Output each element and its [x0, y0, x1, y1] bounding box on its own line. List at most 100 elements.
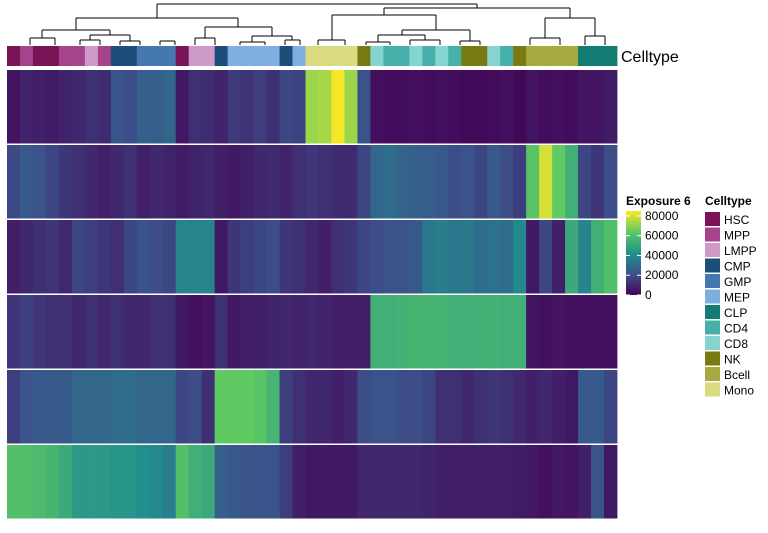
heatmap-cell	[175, 145, 190, 219]
heatmap-cell	[279, 70, 293, 144]
heatmap-cell	[7, 70, 21, 144]
annotation-cell	[578, 46, 592, 66]
heatmap-cell	[513, 220, 527, 294]
heatmap-cell	[539, 220, 553, 294]
celltype-annotation-bar	[7, 46, 618, 66]
heatmap-cell	[396, 445, 410, 519]
heatmap-cell	[292, 70, 306, 144]
heatmap-cell	[422, 295, 436, 369]
heatmap-cell	[552, 145, 566, 219]
heatmap-cell	[123, 445, 138, 519]
heatmap-cell	[422, 445, 436, 519]
heatmap-cell	[318, 220, 332, 294]
heatmap-cell	[162, 295, 177, 369]
heatmap-cell	[305, 370, 319, 444]
heatmap-cell	[422, 145, 436, 219]
heatmap-cell	[383, 370, 397, 444]
heatmap-cell	[474, 295, 488, 369]
heatmap-cell	[604, 370, 618, 444]
heatmap-cell	[266, 220, 280, 294]
heatmap-cell	[526, 295, 540, 369]
heatmap-cell	[500, 445, 514, 519]
heatmap-cell	[565, 445, 579, 519]
heatmap-cell	[175, 220, 190, 294]
heatmap-cell	[71, 220, 86, 294]
heatmap-cell	[188, 295, 203, 369]
heatmap-cell	[123, 370, 138, 444]
heatmap-cell	[162, 145, 177, 219]
heatmap-cell	[253, 445, 267, 519]
heatmap-cell	[58, 70, 73, 144]
heatmap-cell	[175, 70, 190, 144]
heatmap-cell	[500, 70, 514, 144]
heatmap-cell	[97, 370, 112, 444]
heatmap-cell	[253, 370, 267, 444]
heatmap-cell	[591, 145, 605, 219]
annotation-cell	[370, 46, 384, 66]
celltype-legend-swatch	[705, 320, 720, 335]
celltype-legend-label: LMPP	[724, 244, 757, 258]
annotation-cell	[383, 46, 397, 66]
heatmap-cell	[331, 295, 345, 369]
heatmap-cell	[435, 295, 449, 369]
annotation-cell	[162, 46, 177, 66]
color-scale-tick-label: 0	[645, 288, 652, 302]
heatmap-cell	[292, 295, 306, 369]
heatmap-cell	[474, 445, 488, 519]
heatmap-cell	[526, 445, 540, 519]
annotation-cell	[318, 46, 332, 66]
heatmap-cell	[214, 145, 229, 219]
heatmap-cell	[383, 220, 397, 294]
celltype-legend-label: Mono	[724, 384, 754, 398]
heatmap-cell	[136, 370, 151, 444]
heatmap-cell	[123, 220, 138, 294]
heatmap-cell	[19, 70, 34, 144]
heatmap-cell	[240, 220, 254, 294]
annotation-cell	[422, 46, 436, 66]
annotation-cell	[461, 46, 475, 66]
heatmap-cell	[539, 370, 553, 444]
celltype-legend-label: MEP	[724, 291, 750, 305]
heatmap-cell	[240, 295, 254, 369]
heatmap-cell	[305, 220, 319, 294]
heatmap-cell	[214, 445, 229, 519]
heatmap-cell	[201, 445, 216, 519]
heatmap-cell	[149, 145, 164, 219]
heatmap-cell	[136, 445, 151, 519]
heatmap-cell	[461, 70, 475, 144]
heatmap-cell	[110, 445, 125, 519]
heatmap-cell	[526, 220, 540, 294]
heatmap-cell	[487, 370, 501, 444]
annotation-cell	[45, 46, 60, 66]
heatmap-cell	[370, 295, 384, 369]
heatmap-cell	[474, 220, 488, 294]
heatmap-cell	[201, 295, 216, 369]
annotation-cell	[552, 46, 566, 66]
heatmap-cell	[227, 145, 242, 219]
heatmap-cell	[435, 445, 449, 519]
annotation-cell	[604, 46, 618, 66]
celltype-legend-swatch	[705, 212, 720, 226]
color-scale-tick-label: 40000	[645, 249, 679, 263]
annotation-cell	[188, 46, 203, 66]
heatmap-cell	[253, 220, 267, 294]
heatmap-cell	[383, 295, 397, 369]
color-scale-tick-label: 60000	[645, 229, 679, 243]
annotation-cell	[539, 46, 553, 66]
celltype-legend-swatch	[705, 258, 720, 273]
heatmap-cell	[45, 70, 60, 144]
heatmap-cell	[305, 70, 319, 144]
color-scale-bar	[626, 211, 641, 295]
heatmap-cell	[214, 295, 229, 369]
heatmap-cell	[474, 370, 488, 444]
heatmap-cell	[58, 295, 73, 369]
heatmap-cell	[45, 295, 60, 369]
heatmap-cell	[45, 145, 60, 219]
annotation-cell	[448, 46, 462, 66]
heatmap-cell	[435, 370, 449, 444]
annotation-cell	[84, 46, 99, 66]
heatmap-cell	[136, 295, 151, 369]
heatmap-cell	[565, 145, 579, 219]
